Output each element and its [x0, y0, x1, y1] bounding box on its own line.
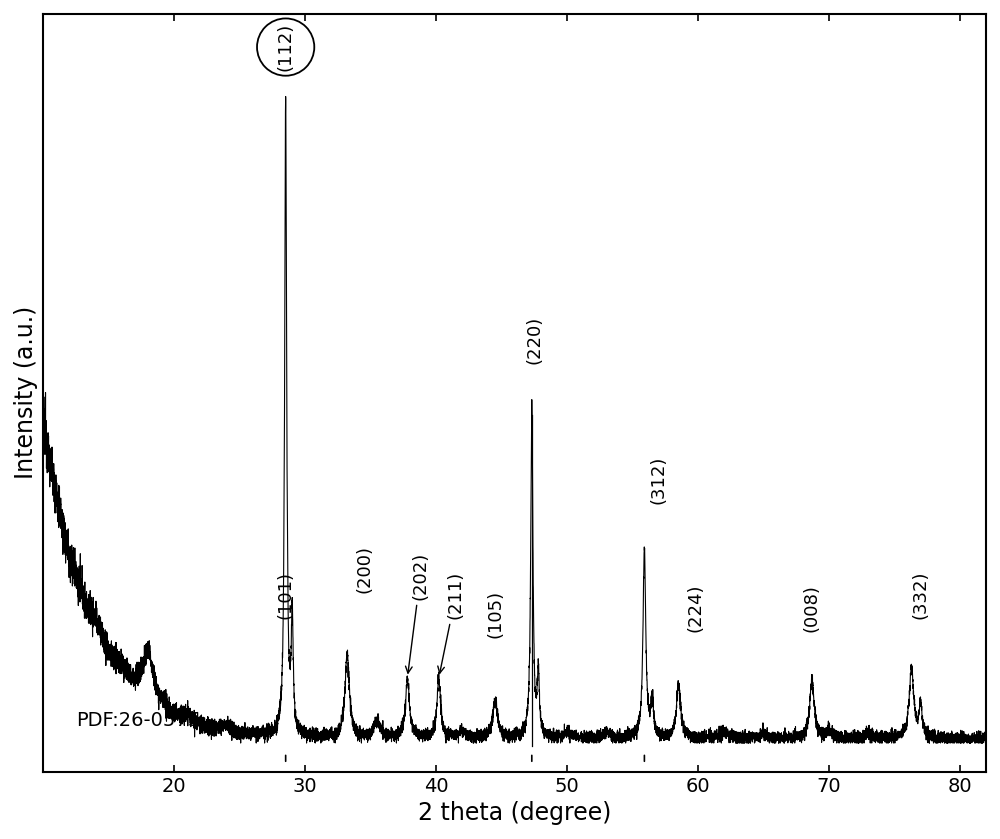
- Text: (224): (224): [686, 583, 704, 632]
- Text: (332): (332): [912, 571, 930, 619]
- Text: PDF:26-0575: PDF:26-0575: [76, 711, 200, 730]
- Text: (200): (200): [355, 545, 373, 593]
- Y-axis label: Intensity (a.u.): Intensity (a.u.): [14, 306, 38, 479]
- Text: (312): (312): [650, 456, 668, 504]
- X-axis label: 2 theta (degree): 2 theta (degree): [418, 801, 611, 825]
- Text: (202): (202): [406, 551, 430, 673]
- Text: (008): (008): [803, 584, 821, 632]
- Text: (220): (220): [525, 316, 543, 364]
- Text: (112): (112): [277, 23, 295, 71]
- Text: (101): (101): [277, 571, 295, 619]
- Text: (105): (105): [486, 590, 504, 638]
- Text: (211): (211): [438, 571, 465, 673]
